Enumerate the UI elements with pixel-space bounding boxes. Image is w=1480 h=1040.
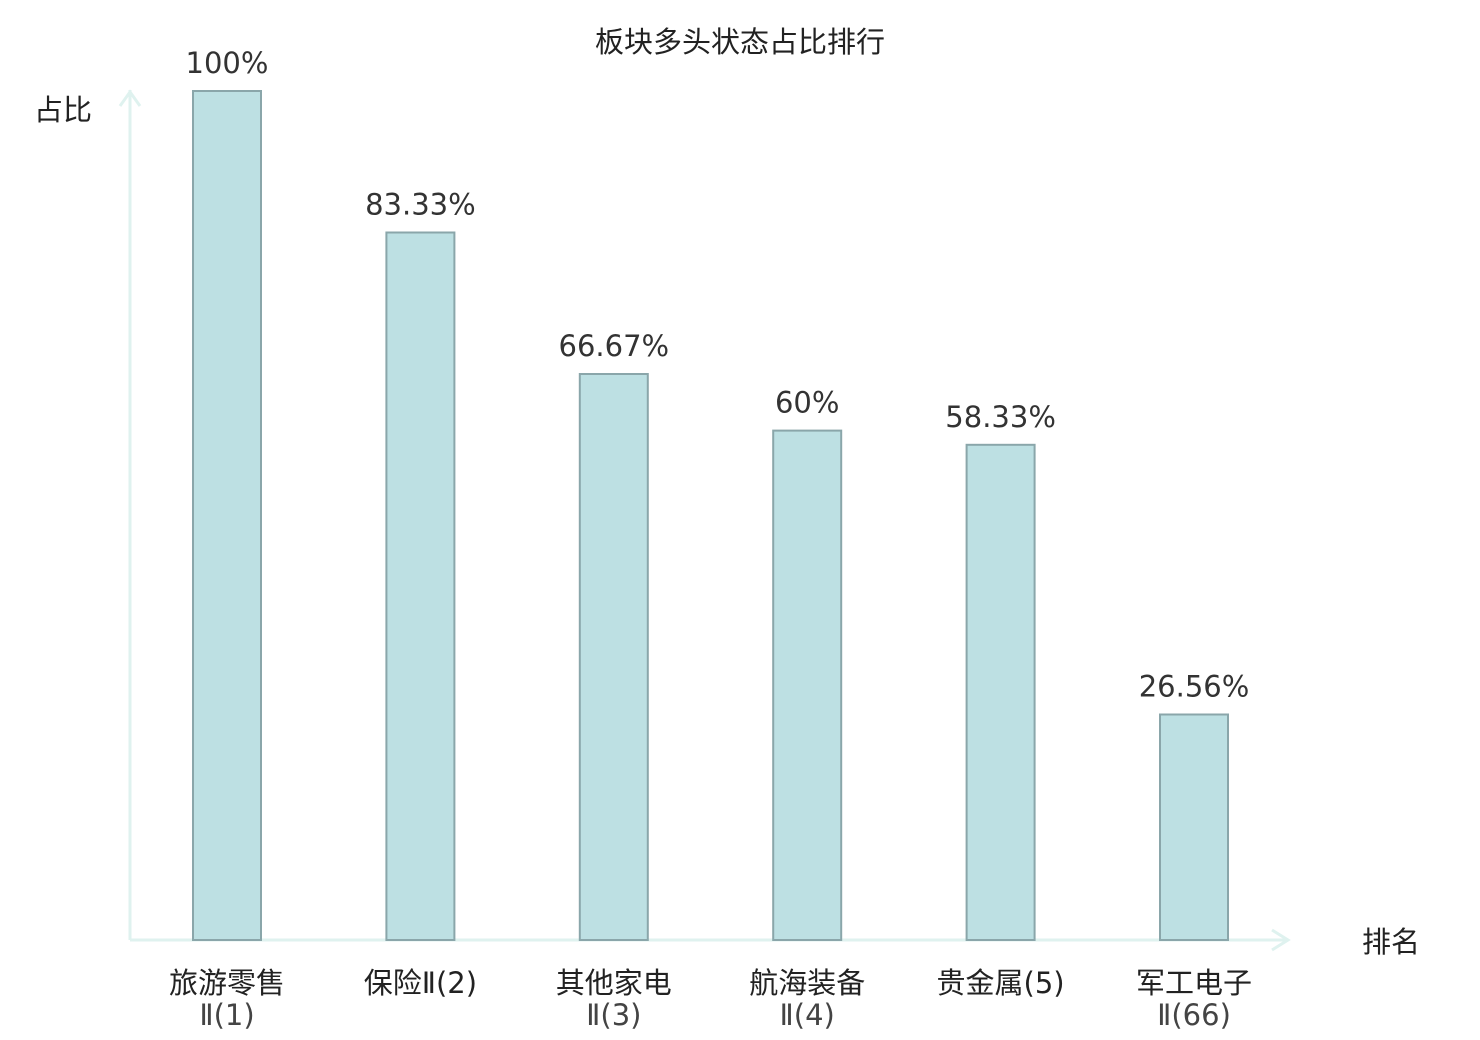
category-sublabel-3: Ⅱ(3) [586,998,641,1032]
value-label-2: 83.33% [365,188,476,222]
bar-3 [578,373,649,941]
axes [118,89,1291,952]
x-axis-arrow-icon [1271,928,1291,952]
category-label-4: 航海装备 [749,966,865,1000]
category-label-2: 保险Ⅱ(2) [364,966,477,1000]
category-label-6: 军工电子 [1136,966,1252,1000]
bar-1 [192,90,262,941]
x-axis-label: 排名 [1362,925,1420,959]
value-label-3: 66.67% [559,329,670,363]
category-label-5: 贵金属(5) [937,966,1065,1000]
y-axis-arrow-icon [118,89,142,107]
y-axis-label: 占比 [34,93,92,127]
bar-2 [385,231,456,941]
category-sublabel-1: Ⅱ(1) [199,998,254,1032]
value-label-5: 58.33% [945,400,1056,434]
bar-5 [965,443,1036,941]
bar-6 [1159,713,1229,941]
value-label-4: 60% [775,386,839,420]
category-label-3: 其他家电 [556,966,672,1000]
value-label-1: 100% [186,46,269,80]
category-sublabel-6: Ⅱ(66) [1157,998,1231,1032]
chart-title: 板块多头状态占比排行 [595,25,885,59]
category-label-1: 旅游零售 [169,966,285,1000]
value-label-6: 26.56% [1139,670,1250,704]
bars-group [192,90,1229,941]
value-labels-group: 100% 83.33% 66.67% 60% 58.33% 26.56% [186,46,1250,704]
category-sublabel-4: Ⅱ(4) [780,998,835,1032]
bar-4 [772,429,843,941]
